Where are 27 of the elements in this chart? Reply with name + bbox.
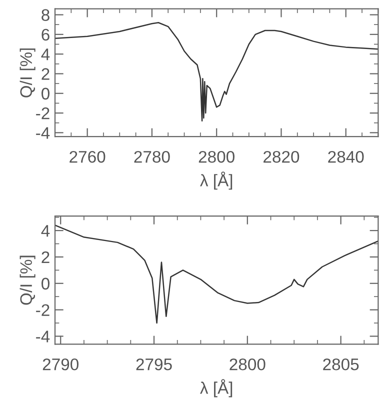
x-axis-title: λ [Å] [200,172,232,190]
x-tick-label: 2800 [230,358,266,370]
y-tick-label: -4 [36,127,50,139]
x-tick-label: 2820 [264,150,300,163]
line-series [55,22,378,122]
y-axis-title: Q/I [%] [20,48,36,98]
y-tick-label: -2 [36,107,50,120]
y-tick-label: 2 [42,68,50,80]
x-tick-label: 2790 [42,358,78,370]
y-tick-label: 2 [42,251,50,264]
y-axis-title: Q/I [%] [20,256,36,305]
x-tick-label: 2805 [323,358,359,370]
y-tick-label: 0 [42,88,50,100]
y-tick-label: 0 [42,278,50,290]
y-tick-label: -2 [36,304,50,316]
y-tick-label: 4 [41,48,50,60]
line-series [55,224,378,324]
y-tick-label: 4 [41,225,50,237]
x-tick-label: 2795 [136,358,172,370]
x-tick-label: 2840 [328,150,364,163]
x-tick-label: 2760 [70,150,106,163]
y-tick-label: 8 [42,9,50,21]
x-axis-title: λ [Å] [200,379,232,398]
x-tick-label: 2780 [134,150,170,163]
x-tick-label: 2800 [198,150,234,163]
y-tick-label: -4 [36,330,50,342]
y-tick-label: 6 [42,28,50,41]
